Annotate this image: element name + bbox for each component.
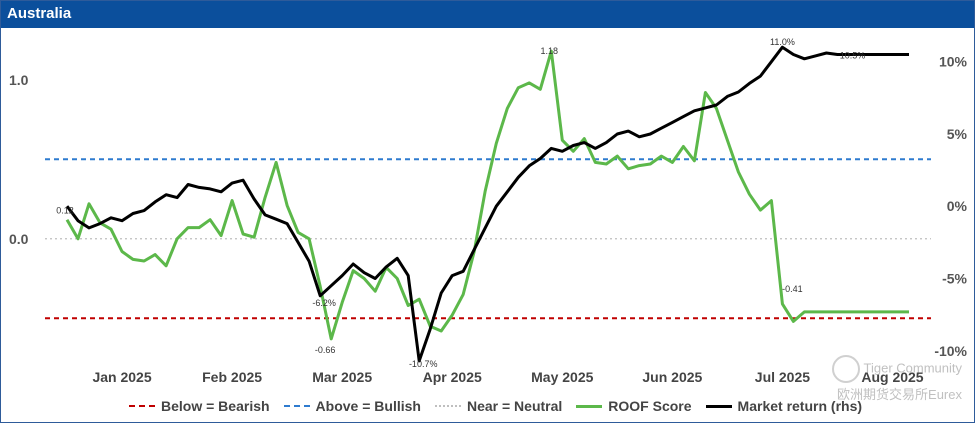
legend-swatch-icon xyxy=(576,404,603,408)
y-left-tick-label-1: 0.0 xyxy=(9,231,29,247)
legend-label: Above = Bullish xyxy=(315,398,421,414)
data-label-5: -10.7% xyxy=(409,359,438,369)
data-label-6: 11.0% xyxy=(770,37,795,47)
x-tick-label-5: Jun 2025 xyxy=(642,369,702,385)
x-tick-label-0: Jan 2025 xyxy=(92,369,151,385)
legend-item-1: Above = Bullish xyxy=(283,398,421,414)
legend-label: Near = Neutral xyxy=(466,398,563,414)
watermark: Tiger Community 欧洲期货交易所Eurex xyxy=(831,355,962,407)
chart-title: Australia xyxy=(7,5,72,22)
legend-swatch-icon xyxy=(283,405,310,407)
watermark-line-2: 欧洲期货交易所Eurex xyxy=(837,387,962,402)
legend-item-2: Near = Neutral xyxy=(434,398,563,414)
data-label-1: -0.66 xyxy=(315,345,336,355)
y-right-tick-label-0: 10% xyxy=(939,54,968,70)
y-right-tick-label-2: 0% xyxy=(947,198,968,214)
series-line-0 xyxy=(65,49,909,341)
data-label-0: 0.12 xyxy=(56,206,74,216)
y-left-tick-label-0: 1.0 xyxy=(9,72,29,88)
x-tick-label-6: Jul 2025 xyxy=(755,369,810,385)
legend-swatch-icon xyxy=(705,404,732,408)
chart-header: Australia xyxy=(1,1,974,28)
legend-item-4: Market return (rhs) xyxy=(705,398,863,414)
legend-swatch-icon xyxy=(129,405,155,407)
legend-item-0: Below = Bearish xyxy=(129,398,270,414)
legend-label: Market return (rhs) xyxy=(737,398,863,414)
legend-swatch-icon xyxy=(434,405,461,407)
watermark-line-1: Tiger Community xyxy=(863,360,962,376)
legend-label: ROOF Score xyxy=(608,398,692,414)
data-label-7: 10.5% xyxy=(840,50,866,60)
line-chart: 1.0 0.0 10% 5% 0% -5% -10% Jan 2025 Feb 2025 Mar … xyxy=(9,37,968,385)
data-label-2: 1.18 xyxy=(541,46,559,56)
tiger-logo-icon xyxy=(831,355,860,383)
x-tick-label-4: May 2025 xyxy=(531,369,593,385)
data-label-4: -6.2% xyxy=(312,298,336,308)
y-right-tick-label-1: 5% xyxy=(947,126,968,142)
legend-label: Below = Bearish xyxy=(161,398,270,414)
x-tick-label-1: Feb 2025 xyxy=(202,369,262,385)
x-tick-label-3: Apr 2025 xyxy=(423,369,482,385)
legend-item-3: ROOF Score xyxy=(576,398,692,414)
x-tick-label-7: Aug 2025 xyxy=(861,369,923,385)
series-line-1 xyxy=(65,45,909,363)
x-tick-label-2: Mar 2025 xyxy=(312,369,372,385)
y-right-tick-label-3: -5% xyxy=(942,271,967,287)
chart-legend: Below = Bearish Above = Bullish Near = Neu… xyxy=(129,396,876,416)
y-right-tick-label-4: -10% xyxy=(934,343,967,359)
data-label-3: -0.41 xyxy=(782,284,803,294)
